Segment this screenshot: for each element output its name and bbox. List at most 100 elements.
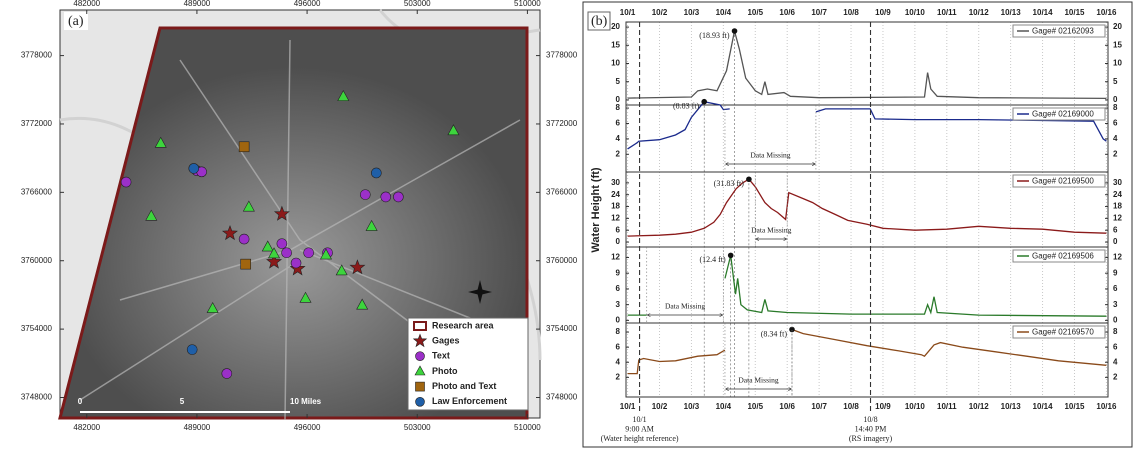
missing-label: Data Missing <box>750 151 790 160</box>
y-tick-label: 3 <box>616 300 621 309</box>
y-tick-label: 6 <box>1113 225 1118 234</box>
peak-label: (12.4 ft) <box>699 255 726 264</box>
x-tick-label: 489000 <box>184 423 211 432</box>
y-tick-label: 9 <box>1113 268 1118 277</box>
y-tick-label: 18 <box>611 202 620 211</box>
x-tick-label: 10/7 <box>811 402 827 411</box>
map-point <box>371 168 381 178</box>
y-tick-label: 15 <box>1113 40 1122 49</box>
y-tick-label: 8 <box>1113 327 1118 336</box>
y-tick-label: 18 <box>1113 202 1122 211</box>
y-tick-label: 15 <box>611 40 620 49</box>
x-tick-label: 489000 <box>184 0 211 8</box>
x-tick-label: 10/10 <box>905 8 926 17</box>
map-point <box>222 369 232 379</box>
map-point <box>239 234 249 244</box>
x-tick-label: 510000 <box>514 0 541 8</box>
y-tick-label: 0 <box>616 237 621 246</box>
y-tick-label: 3778000 <box>546 51 578 60</box>
y-tick-label: 4 <box>616 357 621 366</box>
y-tick-label: 3754000 <box>21 324 53 333</box>
y-tick-label: 8 <box>616 103 621 112</box>
scale-label: 10 Miles <box>290 397 322 406</box>
y-tick-label: 24 <box>611 190 620 199</box>
x-tick-label: 10/14 <box>1033 8 1054 17</box>
y-tick-label: 3748000 <box>546 393 578 402</box>
x-tick-label: 496000 <box>294 0 321 8</box>
reference-label: (Water height reference) <box>601 434 679 443</box>
y-tick-label: 12 <box>1113 213 1122 222</box>
map-point <box>360 190 370 200</box>
x-tick-label: 10/4 <box>716 402 732 411</box>
y-tick-label: 30 <box>1113 178 1122 187</box>
y-tick-label: 3760000 <box>21 256 53 265</box>
y-tick-label: 0 <box>1113 237 1118 246</box>
x-tick-label: 10/1 <box>620 8 636 17</box>
y-tick-label: 12 <box>1113 253 1122 262</box>
legend-label: Gage# 02162093 <box>1032 27 1094 36</box>
x-tick-label: 10/10 <box>905 402 926 411</box>
map-point <box>187 345 197 355</box>
chart-frame <box>583 2 1132 447</box>
x-tick-label: 10/2 <box>652 402 668 411</box>
map-point <box>121 177 131 187</box>
x-tick-label: 10/11 <box>937 8 957 17</box>
x-tick-label: 482000 <box>73 423 100 432</box>
reference-label: 14:40 PM <box>855 424 887 433</box>
y-tick-label: 3760000 <box>546 256 578 265</box>
peak-label: (18.93 ft) <box>699 31 730 40</box>
legend-label: Text <box>432 351 450 361</box>
reference-label: 10/1 <box>632 415 646 424</box>
x-tick-label: 10/11 <box>937 402 957 411</box>
peak-label: (8.83 ft) <box>673 102 700 111</box>
x-tick-label: 10/15 <box>1064 8 1085 17</box>
x-tick-label: 10/12 <box>969 402 990 411</box>
y-tick-label: 0 <box>1113 315 1118 324</box>
y-tick-label: 6 <box>616 225 621 234</box>
x-tick-label: 10/1 <box>620 402 636 411</box>
y-tick-label: 3772000 <box>546 119 578 128</box>
y-tick-label: 3748000 <box>21 393 53 402</box>
y-tick-label: 30 <box>611 178 620 187</box>
y-tick-label: 10 <box>1113 59 1122 68</box>
peak-label: (31.83 ft) <box>714 179 745 188</box>
x-tick-label: 510000 <box>514 423 541 432</box>
y-tick-label: 3778000 <box>21 51 53 60</box>
panel-label: (a) <box>68 14 84 29</box>
legend-label: Research area <box>432 320 495 330</box>
x-tick-label: 10/14 <box>1033 402 1054 411</box>
missing-label: Data Missing <box>751 226 791 235</box>
x-tick-label: 10/12 <box>969 8 990 17</box>
map-point <box>393 192 403 202</box>
peak-dot <box>746 176 752 182</box>
legend-label: Gage# 02169506 <box>1032 252 1094 261</box>
x-tick-label: 10/13 <box>1001 402 1022 411</box>
x-tick-label: 10/6 <box>779 8 795 17</box>
scale-label: 5 <box>180 397 185 406</box>
x-tick-label: 482000 <box>73 0 100 8</box>
y-axis-title: Water Height (ft) <box>590 167 602 252</box>
y-tick-label: 4 <box>1113 134 1118 143</box>
y-tick-label: 6 <box>616 119 621 128</box>
y-tick-label: 4 <box>616 134 621 143</box>
x-tick-label: 10/5 <box>747 402 763 411</box>
peak-dot <box>728 253 734 259</box>
map-point <box>241 259 251 269</box>
peak-dot <box>701 99 707 105</box>
peak-dot <box>732 28 738 34</box>
x-tick-label: 10/8 <box>843 402 859 411</box>
x-tick-label: 10/2 <box>652 8 668 17</box>
x-tick-label: 10/13 <box>1001 8 1022 17</box>
x-tick-label: 10/15 <box>1064 402 1085 411</box>
x-tick-label: 10/5 <box>747 8 763 17</box>
x-tick-label: 10/4 <box>716 8 732 17</box>
y-tick-label: 0 <box>616 315 621 324</box>
map-point <box>189 163 199 173</box>
map-point <box>282 248 292 258</box>
y-tick-label: 12 <box>611 253 620 262</box>
y-tick-label: 6 <box>616 342 621 351</box>
y-tick-label: 2 <box>616 149 621 158</box>
scale-label: 0 <box>78 397 83 406</box>
map-point <box>381 192 391 202</box>
x-tick-label: 10/8 <box>843 8 859 17</box>
